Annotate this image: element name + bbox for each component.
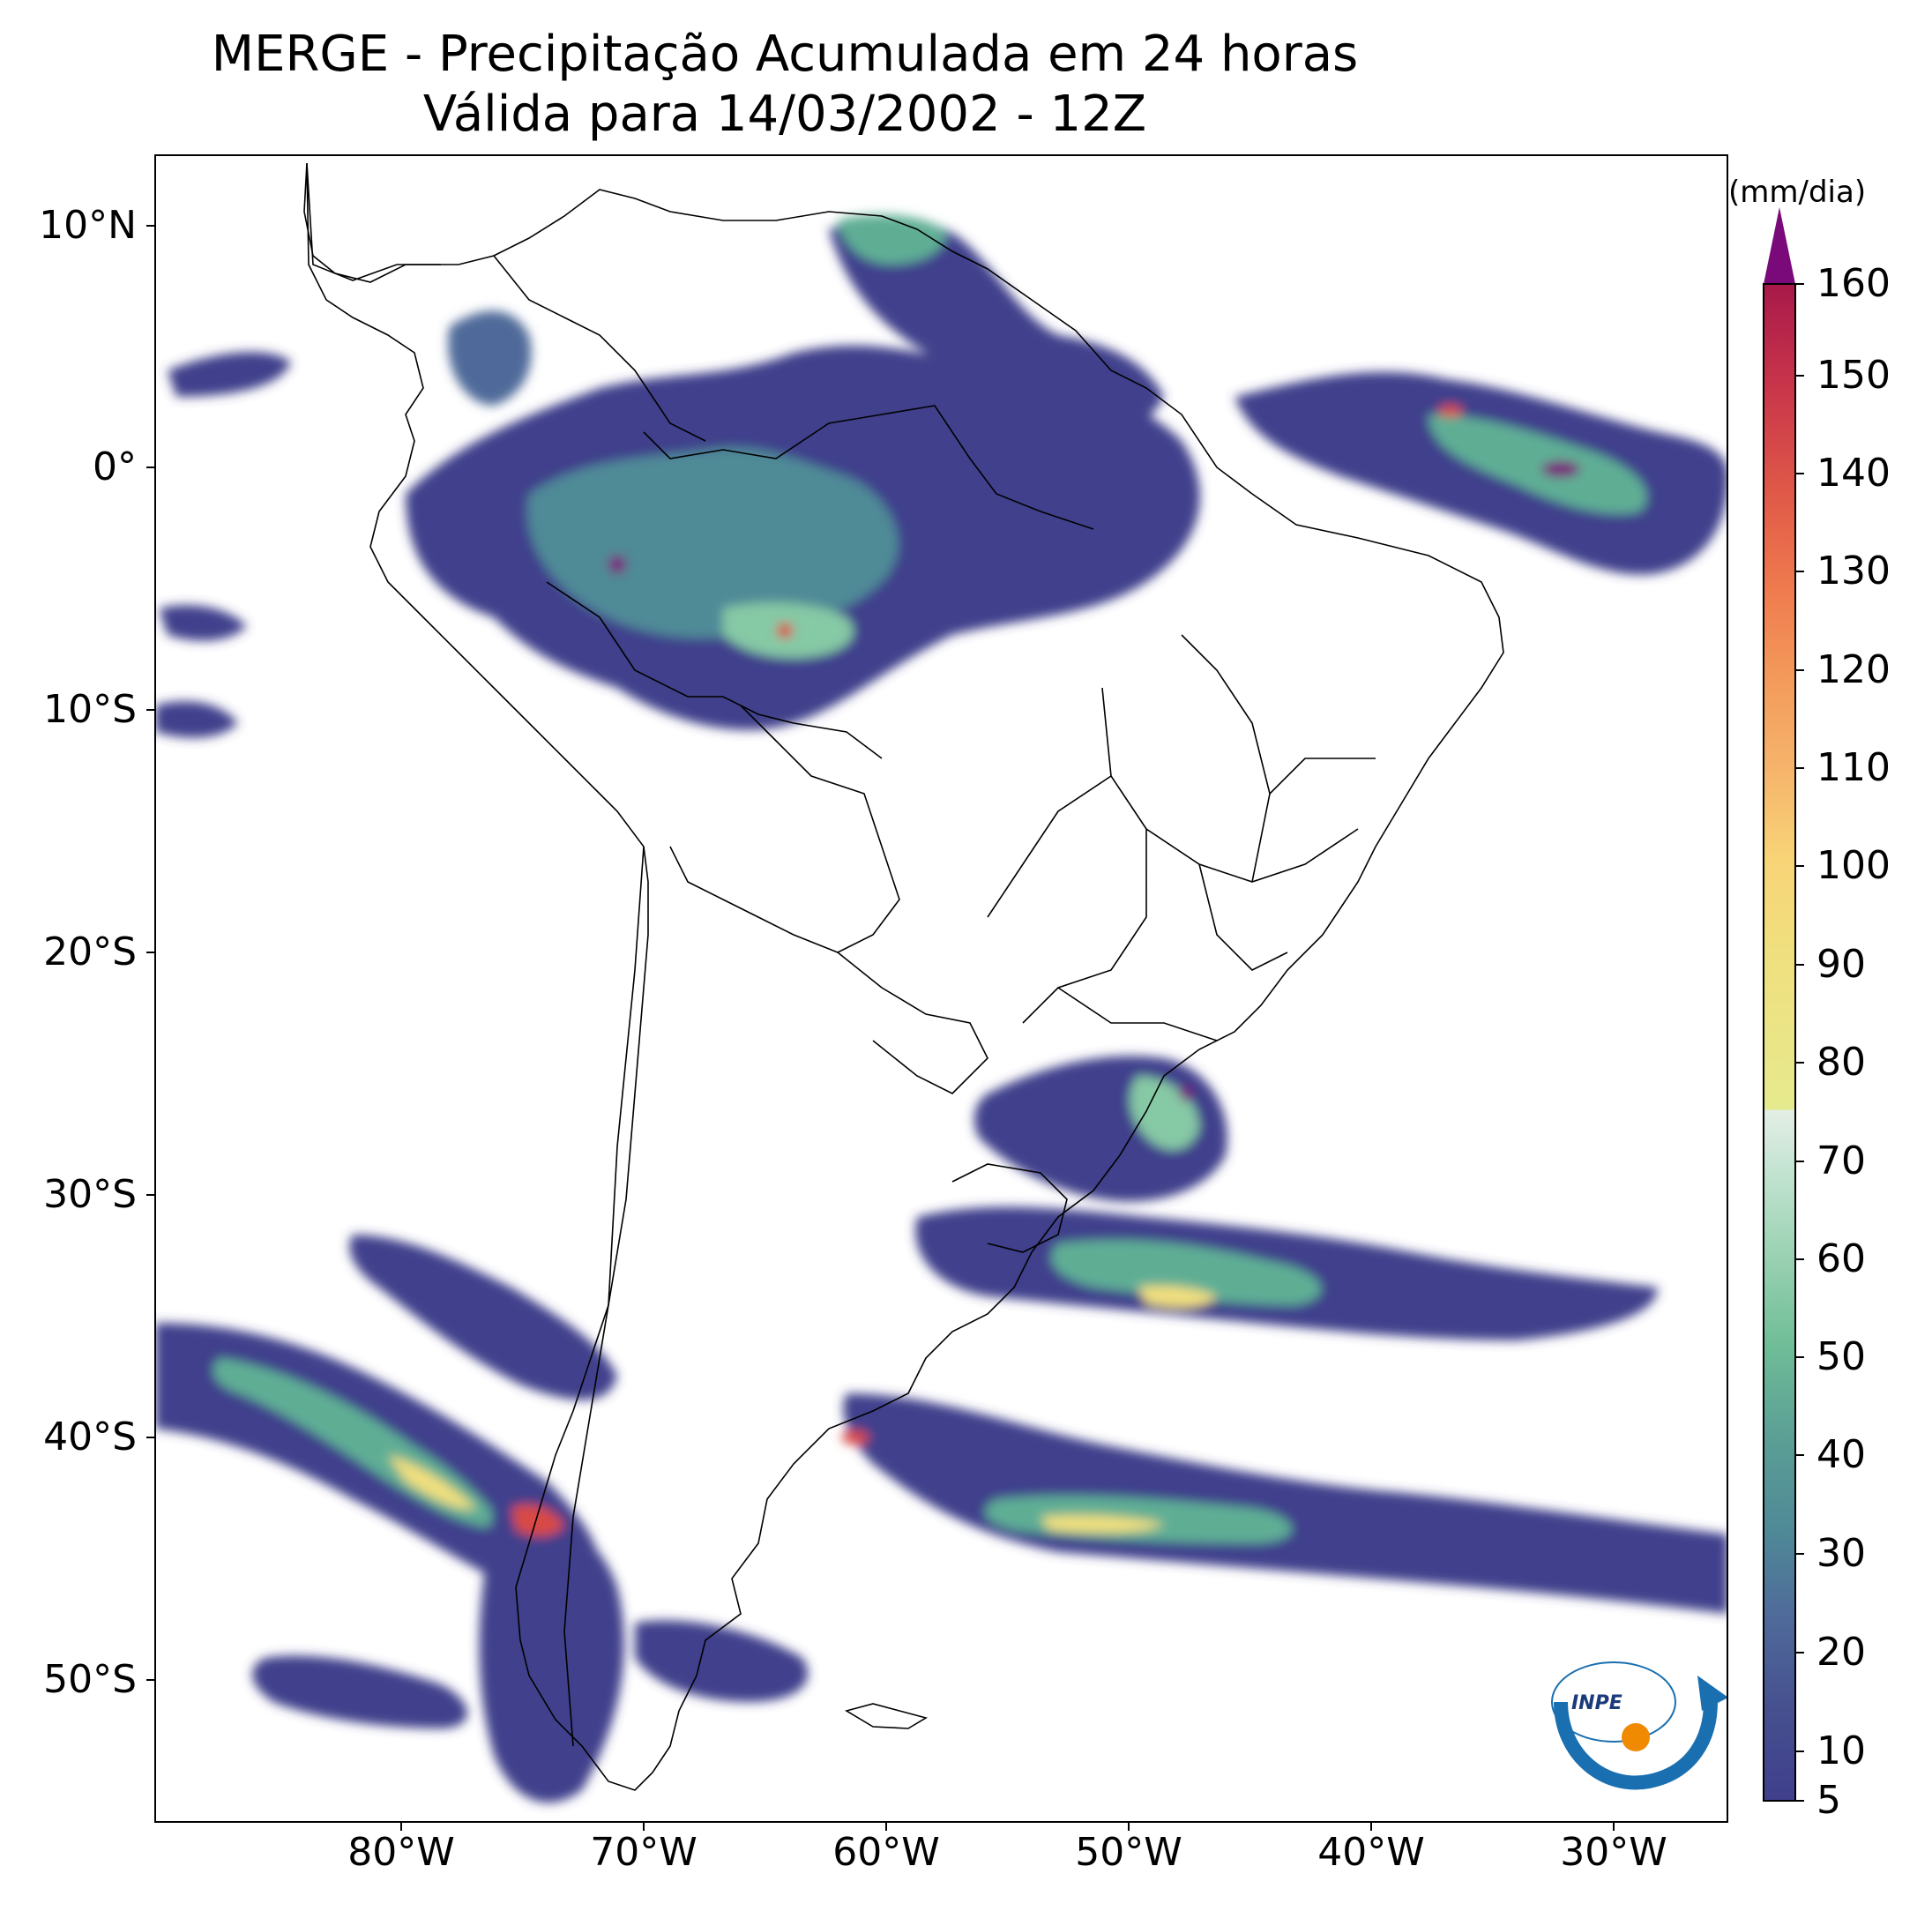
precip-venezuela: [838, 214, 945, 265]
coastlines-borders: [303, 162, 1504, 1791]
south-america-outline: [306, 162, 1504, 1791]
precip-frontal-band-mid: [1051, 1240, 1322, 1305]
precip-south-atlantic: [843, 1393, 1727, 1614]
border-brazil-states: [987, 634, 1376, 1041]
inpe-logo: INPE: [1551, 1661, 1727, 1790]
colorbar-label-80: 80: [1816, 1040, 1866, 1085]
colorbar-label-60: 60: [1816, 1236, 1866, 1281]
precip-itcz-mid: [1428, 414, 1647, 514]
colorbar-body: [1764, 284, 1795, 1801]
lat-tick-marks: [146, 225, 155, 1681]
lon-label-30w: 30°W: [1560, 1830, 1667, 1875]
border-paraguay: [837, 952, 988, 1094]
border-uruguay: [951, 1163, 1068, 1253]
precip-hotspot-2: [777, 623, 793, 638]
colorbar-tick-marks: [1795, 283, 1804, 1802]
precip-south-pacific: [252, 1655, 467, 1728]
falkland-islands: [844, 1703, 929, 1729]
logo-text: INPE: [1571, 1692, 1622, 1714]
border-peru-brazil: [546, 581, 883, 759]
border-brazil-north: [643, 405, 1094, 530]
colorbar-label-120: 120: [1816, 647, 1891, 692]
lon-label-40w: 40°W: [1317, 1830, 1425, 1875]
precip-patagonia: [479, 1499, 624, 1803]
precip-colombia: [448, 310, 532, 406]
precip-hotspot-6: [841, 1430, 869, 1444]
precip-pacific-north: [168, 352, 291, 397]
precip-guianas: [829, 217, 1164, 432]
colorbar-label-130: 130: [1816, 549, 1891, 593]
lat-label-40s: 40°S: [43, 1415, 137, 1459]
precip-hotspot-3: [1541, 461, 1580, 477]
logo-arc: [1554, 1701, 1718, 1790]
border-colombia-venezuela: [493, 255, 706, 442]
lon-tick-marks: [400, 1822, 1615, 1831]
map-frame: [154, 154, 1728, 1823]
panama-central-america: [303, 162, 441, 283]
lon-label-60w: 60°W: [832, 1830, 940, 1875]
colorbar-label-140: 140: [1816, 451, 1891, 496]
precip-hotspot-4: [1438, 405, 1463, 417]
lat-label-50s: 50°S: [43, 1657, 137, 1702]
colorbar-extend-arrow: [1764, 207, 1795, 284]
precip-chile-north: [349, 1235, 617, 1400]
colorbar-label-50: 50: [1816, 1334, 1866, 1379]
colorbar: [1763, 207, 1804, 1802]
colorbar-frame: [1763, 283, 1796, 1802]
precip-itcz: [1235, 371, 1727, 575]
map-panel: INPE: [155, 155, 1727, 1822]
colorbar-label-30: 30: [1816, 1531, 1866, 1576]
precip-hotspot-5: [1179, 1086, 1193, 1101]
colorbar-label-90: 90: [1816, 942, 1866, 987]
colorbar-label-160: 160: [1816, 261, 1891, 306]
lon-label-70w: 70°W: [590, 1830, 697, 1875]
lat-label-30s: 30°S: [43, 1172, 137, 1217]
map-subtitle: Válida para 14/03/2002 - 12Z: [422, 86, 1147, 143]
precip-pacific-north3: [155, 701, 238, 738]
border-bolivia: [669, 705, 900, 953]
colorbar-label-70: 70: [1816, 1138, 1866, 1183]
lat-label-0: 0°: [93, 444, 137, 489]
colorbar-label-150: 150: [1816, 353, 1891, 398]
logo-orbit: [1551, 1661, 1676, 1743]
precip-hotspot-chile: [511, 1504, 564, 1536]
border-argentina-chile: [563, 846, 645, 1747]
colorbar-label-100: 100: [1816, 843, 1891, 888]
lon-label-80w: 80°W: [347, 1830, 455, 1875]
colorbar-unit-label: (mm/dia): [1728, 175, 1867, 210]
precip-south-atlantic-high: [1041, 1514, 1164, 1534]
precip-hotspot-1: [608, 556, 626, 573]
lat-label-20s: 20°S: [43, 929, 137, 974]
colorbar-label-20: 20: [1816, 1630, 1866, 1675]
precip-pacific-band-high: [388, 1455, 476, 1509]
colorbar-label-110: 110: [1816, 745, 1891, 790]
precip-frontal-band-high: [1138, 1286, 1217, 1308]
map-title: MERGE - Precipitação Acumulada em 24 hor…: [211, 26, 1359, 83]
precip-amazon-mid: [527, 447, 899, 638]
lon-label-50w: 50°W: [1075, 1830, 1182, 1875]
lat-label-10n: 10°N: [39, 203, 137, 248]
precip-east-patagonia: [635, 1620, 809, 1702]
colorbar-label-10: 10: [1816, 1728, 1866, 1773]
precip-pacific-north2: [159, 605, 247, 641]
precipitation-field: [155, 214, 1727, 1803]
logo-arrow-head: [1697, 1676, 1727, 1711]
lat-label-10s: 10°S: [43, 687, 137, 732]
logo-sun-dot: [1622, 1723, 1650, 1751]
colorbar-label-40: 40: [1816, 1432, 1866, 1477]
colorbar-label-5: 5: [1816, 1778, 1841, 1823]
